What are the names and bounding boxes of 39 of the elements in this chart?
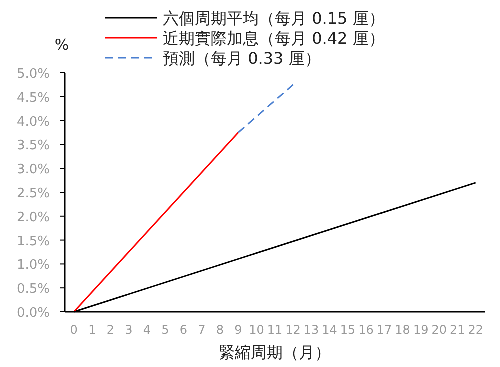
y-tick-label: 4.0%	[16, 114, 50, 130]
y-tick-label: 0.0%	[16, 306, 50, 321]
y-tick-label: 1.5%	[16, 234, 50, 250]
y-tick-label: 2.0%	[16, 210, 50, 226]
x-tick-label: 3	[125, 323, 133, 337]
y-tick-label: 5.0%	[16, 67, 50, 82]
x-tick-label: 1	[88, 323, 96, 337]
legend-label: 近期實際加息（每月 0.42 厘）	[163, 29, 385, 48]
x-tick-label: 2	[106, 323, 114, 337]
x-tick-label: 21	[450, 323, 466, 337]
x-tick-label: 9	[234, 323, 242, 337]
x-tick-label: 22	[468, 323, 484, 337]
y-tick-label: 2.5%	[16, 186, 50, 202]
x-tick-label: 20	[432, 323, 447, 337]
x-tick-label: 0	[70, 323, 78, 337]
x-tick-label: 8	[216, 323, 224, 337]
x-tick-label: 7	[198, 323, 206, 337]
x-tick-label: 4	[143, 323, 151, 337]
x-tick-label: 14	[322, 323, 338, 337]
legend-label: 六個周期平均（每月 0.15 厘）	[163, 9, 385, 28]
y-tick-label: 0.5%	[16, 282, 50, 298]
x-tick-label: 15	[340, 323, 356, 337]
x-tick-label: 19	[413, 323, 429, 337]
x-tick-label: 11	[267, 323, 283, 337]
y-tick-label: 1.0%	[16, 258, 50, 274]
y-tick-label: 4.5%	[16, 90, 50, 106]
y-tick-label: 3.5%	[16, 138, 50, 154]
x-tick-label: 16	[358, 323, 374, 337]
y-axis-title: %	[54, 36, 70, 54]
x-tick-label: 6	[180, 323, 188, 337]
x-tick-label: 12	[286, 323, 301, 337]
legend-label: 預測（每月 0.33 厘）	[163, 49, 321, 68]
x-tick-label: 18	[395, 323, 410, 337]
x-tick-label: 17	[376, 323, 392, 337]
x-tick-label: 5	[162, 323, 170, 337]
x-tick-label: 10	[249, 323, 264, 337]
x-tick-label: 13	[304, 323, 320, 337]
x-axis-title: 緊縮周期（月）	[219, 343, 331, 362]
y-tick-label: 3.0%	[16, 162, 50, 178]
